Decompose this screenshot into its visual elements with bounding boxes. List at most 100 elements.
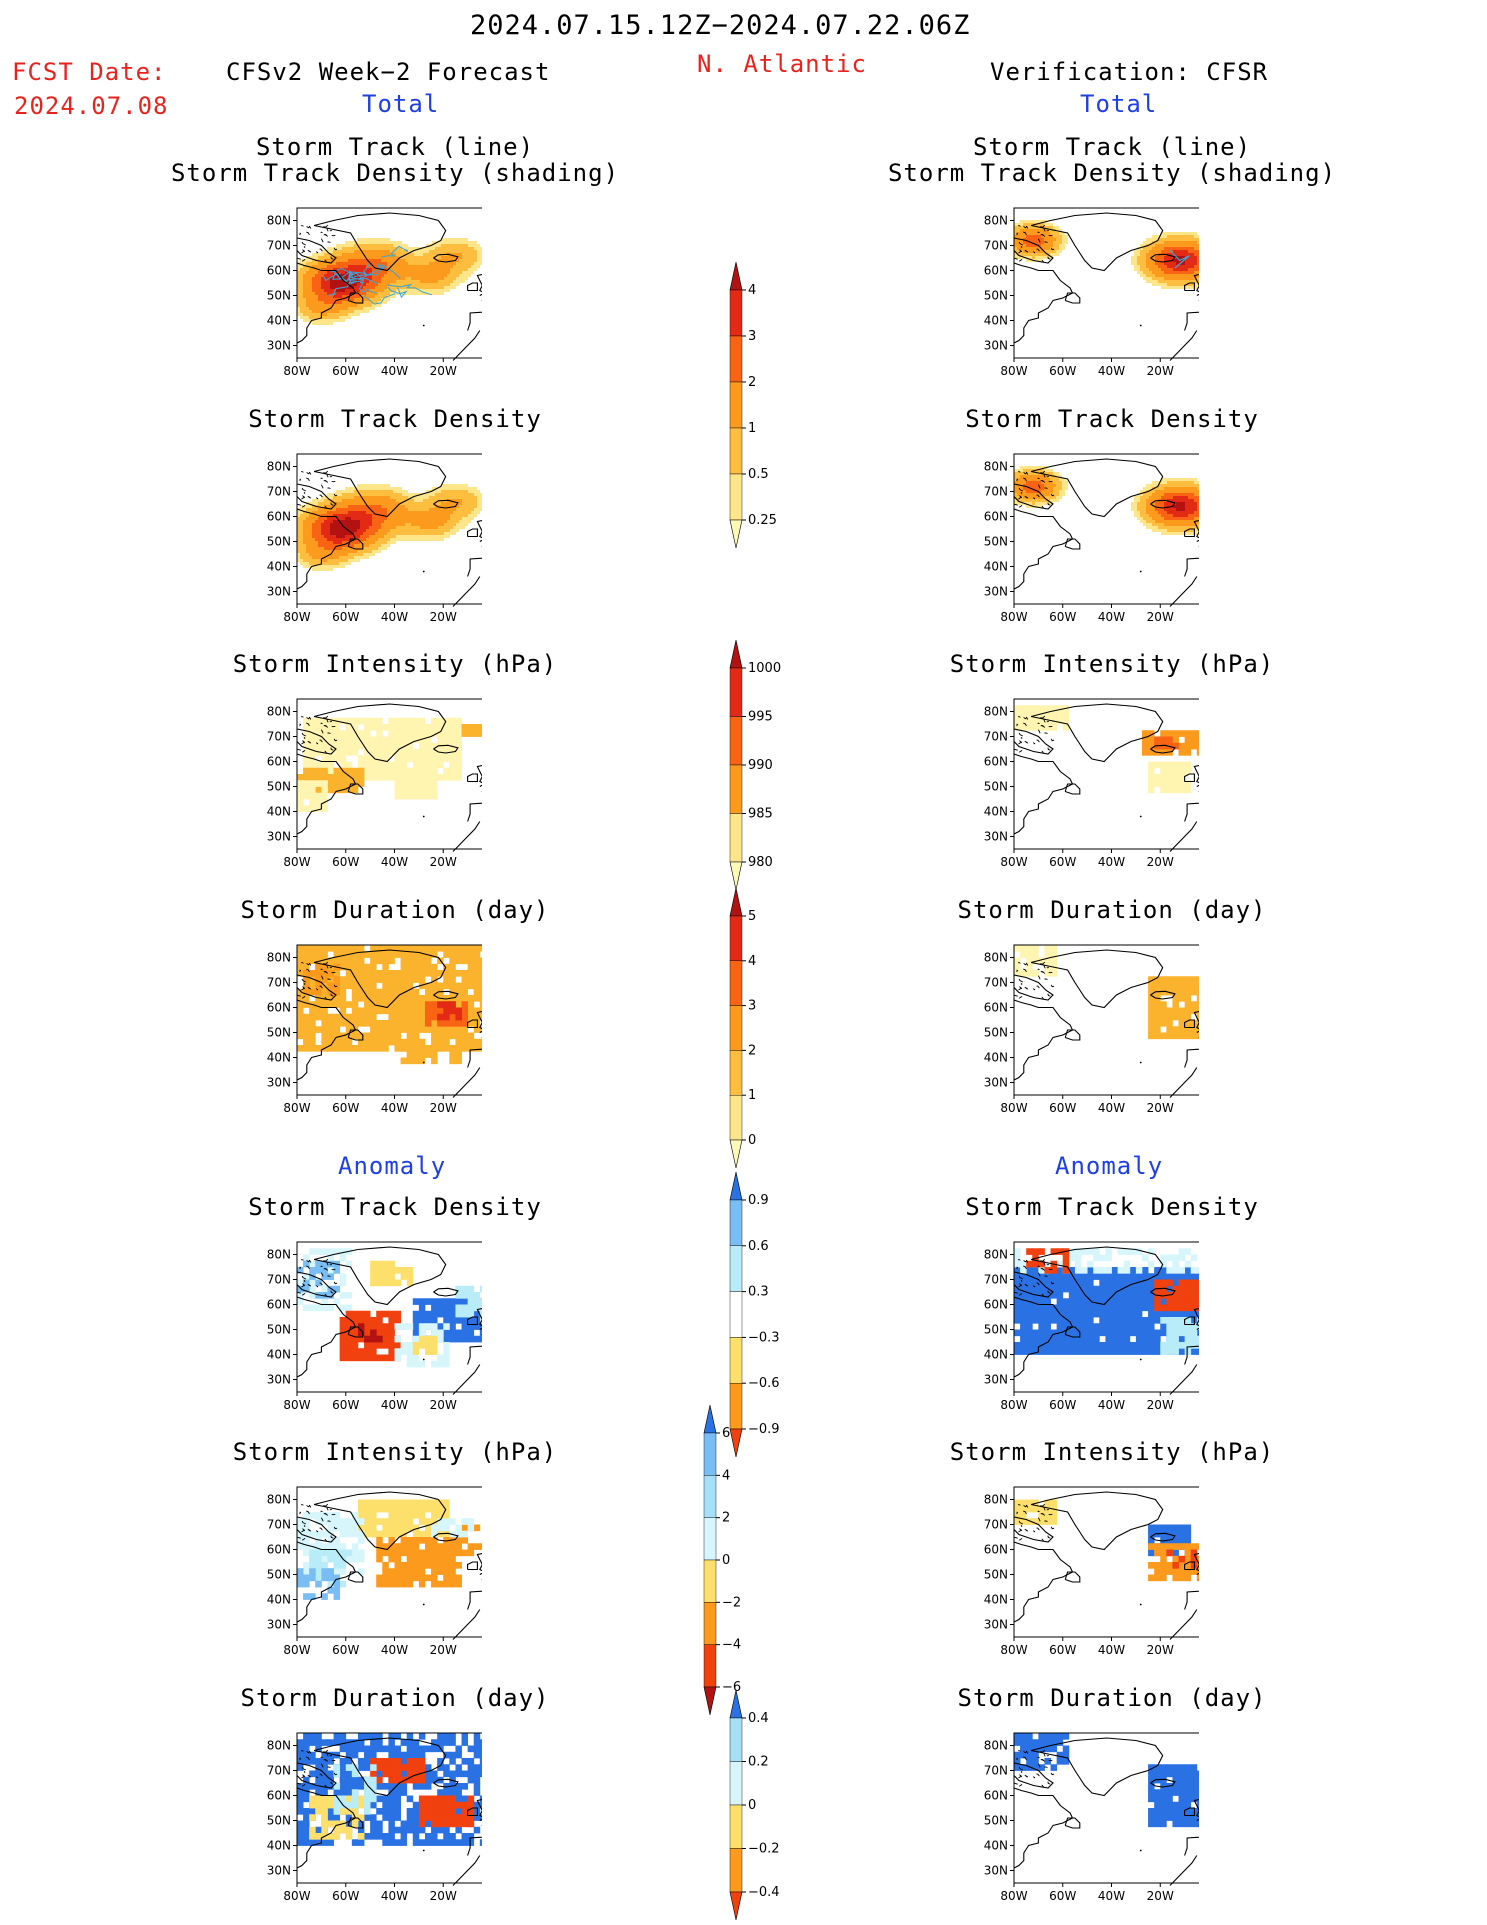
density-cell <box>465 244 468 247</box>
density-cell <box>465 268 468 271</box>
grid-cell <box>406 1820 414 1828</box>
grid-cell <box>321 1260 328 1268</box>
grid-cell <box>351 1764 359 1771</box>
density-cell <box>348 241 351 244</box>
density-cell <box>456 517 459 520</box>
density-cell <box>321 256 324 259</box>
density-cell <box>354 265 357 268</box>
density-cell <box>360 262 363 265</box>
density-cell <box>438 274 441 277</box>
density-cell <box>372 550 375 553</box>
grid-cell <box>437 730 444 737</box>
density-cell <box>315 568 318 571</box>
density-cell <box>300 307 303 310</box>
density-cell <box>321 298 324 301</box>
density-cell <box>372 250 375 253</box>
density-cell <box>420 262 423 265</box>
density-cell <box>417 505 420 508</box>
grid-cell <box>394 1038 401 1046</box>
grid-cell <box>309 982 316 990</box>
grid-cell <box>321 1292 328 1299</box>
density-cell <box>354 559 357 562</box>
density-cell <box>315 283 318 286</box>
grid-cell <box>449 1770 456 1778</box>
storm-track-line <box>322 272 365 283</box>
coastline-segment <box>476 1552 482 1575</box>
density-cell <box>381 520 384 523</box>
grid-cell <box>479 1839 482 1846</box>
density-cell <box>369 529 372 532</box>
density-cell <box>381 256 384 259</box>
grid-cell <box>351 1317 359 1324</box>
density-cell <box>339 490 342 493</box>
density-cell <box>333 499 336 502</box>
density-cell <box>423 253 426 256</box>
coastline-segment <box>296 508 357 590</box>
grid-cell <box>455 1285 462 1293</box>
grid-cell <box>303 1518 310 1525</box>
density-cell <box>426 247 429 250</box>
density-cell <box>372 502 375 505</box>
density-cell <box>366 271 369 274</box>
density-cell <box>432 277 435 280</box>
density-cell <box>402 499 405 502</box>
density-cell <box>441 502 444 505</box>
density-cell <box>321 505 324 508</box>
coastline-segment <box>296 483 337 510</box>
density-cell <box>372 532 375 535</box>
grid-cell <box>364 1013 371 1021</box>
grid-cell <box>424 792 432 800</box>
grid-cell <box>309 1248 316 1255</box>
grid-cell <box>376 1505 383 1513</box>
grid-cell <box>370 1354 377 1362</box>
grid-cell <box>339 1776 347 1784</box>
island-outline <box>320 1763 324 1768</box>
density-cell <box>336 244 339 247</box>
grid-cell <box>297 1026 304 1033</box>
grid-cell <box>315 1248 322 1255</box>
density-cell <box>342 316 345 319</box>
density-cell <box>372 238 375 241</box>
grid-cell <box>327 1254 334 1262</box>
density-cell <box>429 271 432 274</box>
density-cell <box>330 271 333 274</box>
grid-cell <box>437 1758 444 1765</box>
grid-cell <box>376 749 383 756</box>
density-cell <box>447 532 450 535</box>
grid-cell <box>388 1543 395 1550</box>
density-cell <box>303 274 306 277</box>
grid-cell <box>382 1026 389 1033</box>
density-cell <box>318 544 321 547</box>
grid-cell <box>357 1032 365 1040</box>
density-cell <box>360 247 363 250</box>
grid-cell <box>406 774 414 781</box>
density-cell <box>324 256 327 259</box>
density-cell <box>357 304 360 307</box>
density-cell <box>339 499 342 502</box>
grid-cell <box>303 1826 310 1834</box>
grid-cell <box>345 780 353 787</box>
grid-cell <box>400 1543 408 1550</box>
x-tick-label: 20W <box>430 1398 457 1412</box>
density-cell <box>333 310 336 313</box>
density-cell <box>426 268 429 271</box>
island-outline <box>302 986 306 990</box>
grid-cell <box>406 767 414 775</box>
density-cell <box>420 514 423 517</box>
density-cell <box>336 256 339 259</box>
density-cell <box>306 271 309 274</box>
density-cell <box>318 277 321 280</box>
density-cell <box>408 535 411 538</box>
grid-cell <box>424 730 432 737</box>
density-cell <box>351 280 354 283</box>
density-cell <box>300 304 303 307</box>
density-cell <box>384 484 387 487</box>
grid-cell <box>339 774 347 781</box>
density-cell <box>327 274 330 277</box>
density-cell <box>384 286 387 289</box>
density-cell <box>318 499 321 502</box>
density-cell <box>474 490 477 493</box>
grid-cell <box>437 1512 444 1519</box>
density-cell <box>342 517 345 520</box>
density-cell <box>351 289 354 292</box>
